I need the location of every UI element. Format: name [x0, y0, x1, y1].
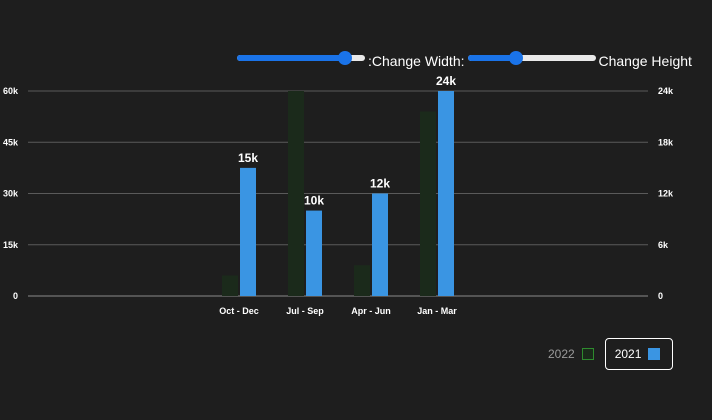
height-slider-track[interactable] [467, 55, 596, 61]
y-left-tick-label: 60k [3, 86, 19, 96]
x-tick-label: Oct - Dec [219, 306, 259, 316]
width-slider-thumb[interactable] [337, 51, 352, 65]
y-left-tick-label: 45k [3, 137, 19, 147]
data-label-2021: 24k [436, 74, 456, 88]
y-left-tick-label: 0 [13, 291, 18, 301]
width-label: :Change Width: [368, 53, 465, 69]
chart-controls: :Change Width: Change Height [237, 49, 695, 69]
y-right-tick-label: 12k [658, 189, 674, 199]
x-tick-label: Jul - Sep [286, 306, 324, 316]
bar-2022 [354, 265, 370, 296]
bar-2022 [288, 91, 304, 296]
bar-2021 [240, 167, 256, 296]
data-label-2021: 15k [238, 151, 258, 165]
x-tick-label: Apr - Jun [351, 306, 391, 316]
x-tick-label: Jan - Mar [417, 306, 457, 316]
data-label-2021: 10k [304, 194, 324, 208]
width-slider-track[interactable] [237, 55, 365, 61]
bar-2021 [306, 210, 322, 296]
bar-2022 [222, 275, 238, 296]
y-left-tick-label: 15k [3, 240, 19, 250]
y-right-tick-label: 24k [658, 86, 674, 96]
bar-2022 [420, 111, 436, 296]
bar-2021 [438, 91, 454, 296]
data-label-2021: 12k [370, 177, 390, 191]
height-slider[interactable] [467, 49, 596, 69]
legend-label-2021: 2021 [614, 347, 642, 361]
chart-legend: 2022 2021 [545, 338, 673, 370]
width-slider-fill [237, 55, 345, 61]
legend-item-2021[interactable]: 2021 [604, 338, 673, 370]
height-slider-thumb[interactable] [509, 51, 524, 65]
y-right-tick-label: 18k [658, 137, 674, 147]
legend-label-2022: 2022 [548, 347, 575, 361]
height-label: Change Height [598, 53, 692, 69]
legend-swatch-2022 [581, 348, 594, 360]
legend-item-2022[interactable]: 2022 [545, 338, 600, 370]
bar-2021 [372, 193, 388, 296]
y-right-tick-label: 6k [658, 240, 669, 250]
y-left-tick-label: 30k [3, 189, 19, 199]
height-slider-fill [467, 55, 517, 61]
width-slider[interactable] [237, 49, 365, 69]
y-right-tick-label: 0 [658, 291, 663, 301]
legend-swatch-2021 [648, 348, 661, 360]
